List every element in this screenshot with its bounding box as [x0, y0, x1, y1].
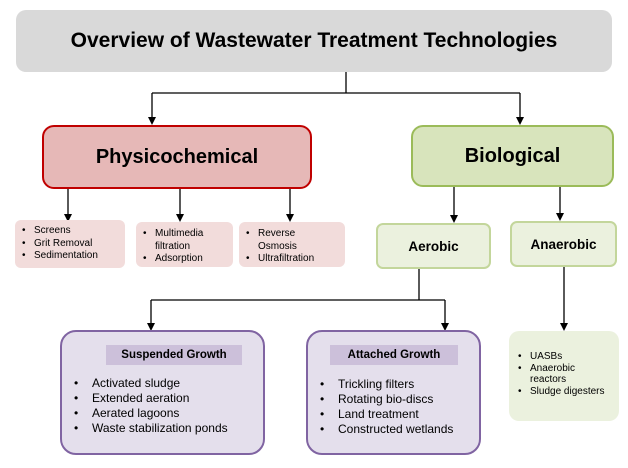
list-item: Activated sludge [72, 376, 262, 391]
list-item: Waste stabilization ponds [72, 421, 262, 436]
list-item: Sedimentation [19, 250, 121, 263]
physicochemical-group-1: Screens Grit Removal Sedimentation [15, 220, 125, 268]
list-item: Grit Removal [19, 238, 121, 251]
list-item: Screens [19, 225, 121, 238]
diagram-title: Overview of Wastewater Treatment Technol… [16, 10, 612, 72]
anaerobic-list: UASBs Anaerobic reactors Sludge digester… [509, 331, 619, 421]
list-item: Trickling filters [318, 377, 478, 392]
suspended-growth-list: Activated sludge Extended aeration Aerat… [72, 376, 262, 436]
physicochemical-group-2: Multimedia filtration Adsorption [136, 222, 233, 267]
list-item: Reverse Osmosis [243, 228, 313, 253]
suspended-growth-heading: Suspended Growth [106, 345, 242, 365]
list-item: Anaerobic reactors [515, 363, 585, 386]
list-item: Constructed wetlands [318, 422, 478, 437]
aerobic-node: Aerobic [376, 223, 491, 269]
list-item: Sludge digesters [515, 386, 611, 398]
list-item: Adsorption [140, 253, 229, 266]
attached-growth-list: Trickling filters Rotating bio-discs Lan… [318, 377, 478, 437]
list-item: Land treatment [318, 407, 478, 422]
list-item: Ultrafiltration [243, 253, 314, 266]
list-item: Extended aeration [72, 391, 262, 406]
list-item: UASBs [515, 351, 611, 363]
attached-growth-heading: Attached Growth [330, 345, 458, 365]
attached-growth-box: Attached Growth Trickling filters Rotati… [306, 330, 481, 455]
physicochemical-group-3: Reverse Osmosis Ultrafiltration [239, 222, 345, 267]
list-item: Aerated lagoons [72, 406, 262, 421]
list-item: Multimedia filtration [140, 228, 229, 253]
anaerobic-node: Anaerobic [510, 221, 617, 267]
suspended-growth-box: Suspended Growth Activated sludge Extend… [60, 330, 265, 455]
list-item: Rotating bio-discs [318, 392, 478, 407]
physicochemical-node: Physicochemical [42, 125, 312, 189]
biological-node: Biological [411, 125, 614, 187]
